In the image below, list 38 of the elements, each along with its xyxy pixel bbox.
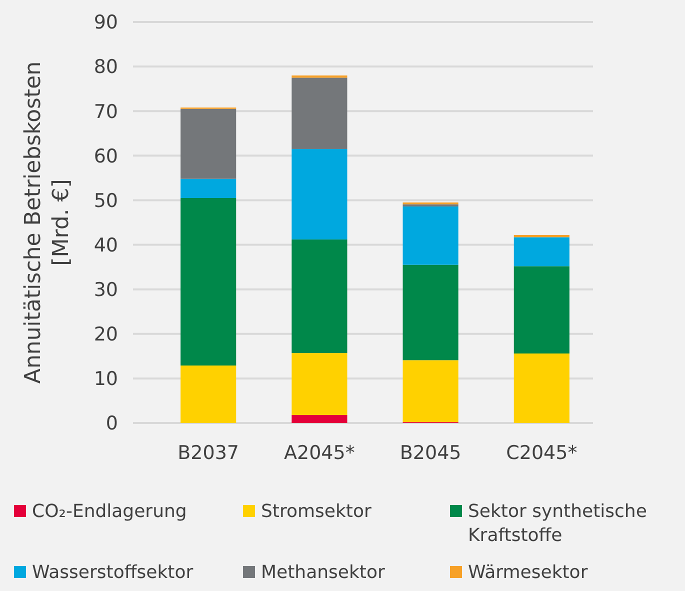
y-tick-label: 60 xyxy=(94,145,118,168)
bar xyxy=(292,239,348,354)
y-tick-label: 90 xyxy=(94,12,118,34)
bar xyxy=(514,234,570,238)
x-tick-label: B2045 xyxy=(400,442,462,464)
legend-label: Stromsektor xyxy=(261,501,372,522)
y-tick-label: 20 xyxy=(94,324,118,346)
y-tick-label: 80 xyxy=(94,56,118,78)
y-tick-label: 10 xyxy=(94,368,118,390)
bar xyxy=(180,178,236,198)
bar xyxy=(292,414,348,423)
bar xyxy=(292,78,348,149)
legend-label: CO₂-Endlagerung xyxy=(32,501,187,522)
bar xyxy=(514,353,570,423)
bar xyxy=(402,206,458,265)
bar xyxy=(180,366,236,423)
bar xyxy=(292,353,348,415)
bar xyxy=(402,264,458,360)
bar xyxy=(292,75,348,78)
x-tick-label: B2037 xyxy=(178,442,240,464)
legend-label: Methansektor xyxy=(261,562,386,583)
y-tick-label: 50 xyxy=(94,190,118,212)
legend-label: Sektor synthetische Kraftstoffe xyxy=(468,501,647,546)
legend-label: Wasserstoffsektor xyxy=(32,562,194,583)
bar xyxy=(514,237,570,266)
x-tick-label: C2045* xyxy=(506,442,578,464)
bar xyxy=(402,360,458,422)
bar xyxy=(180,108,236,179)
y-tick-label: 30 xyxy=(94,278,118,301)
bar xyxy=(180,198,236,366)
y-tick-label: 0 xyxy=(106,412,118,435)
x-tick-label: A2045* xyxy=(284,442,355,464)
y-tick-label: 40 xyxy=(94,234,118,256)
bar xyxy=(292,148,348,240)
legend-label: Wärmesektor xyxy=(468,562,588,583)
bar xyxy=(514,266,570,354)
y-tick-label: 70 xyxy=(94,100,118,123)
y-axis-title: Annuitätische Betriebskosten [Mrd. €] xyxy=(21,61,74,384)
